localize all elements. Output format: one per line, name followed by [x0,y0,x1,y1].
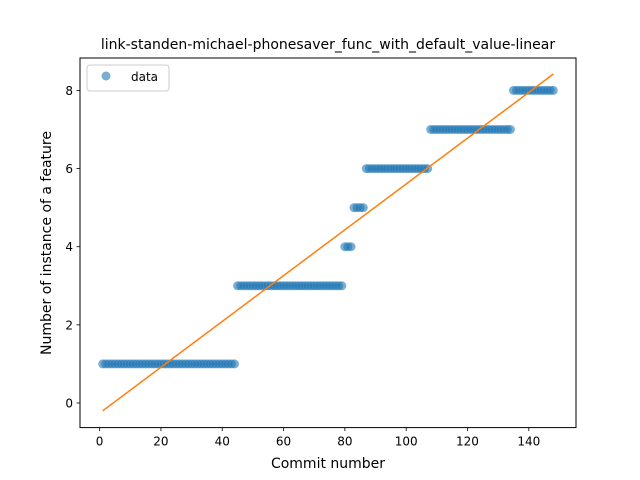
fit-line [102,73,554,412]
data-point [505,124,515,134]
legend-label-data: data [131,70,158,84]
data-point [230,359,240,369]
chart-title: link-standen-michael-phonesaver_func_wit… [101,37,556,53]
x-tick-label: 120 [456,435,479,449]
legend: data [86,64,170,92]
y-tick-label: 8 [65,84,73,98]
x-tick-label: 60 [276,435,291,449]
data-point [337,281,347,291]
y-tick-label: 4 [65,240,73,254]
data-point [346,242,356,252]
y-tick-label: 6 [65,162,73,176]
x-tick-label: 40 [215,435,230,449]
x-tick-label: 100 [395,435,418,449]
plot-frame [79,57,577,429]
data-point [358,203,368,213]
x-axis-label: Commit number [271,456,385,472]
x-tick-label: 140 [517,435,540,449]
y-tick-label: 0 [65,396,73,410]
x-tick-label: 80 [337,435,352,449]
legend-box [86,64,170,92]
x-tick-label: 0 [96,435,104,449]
legend-marker-data [101,71,111,81]
data-point [548,85,558,95]
x-tick-label: 20 [153,435,168,449]
y-axis-label: Number of instance of a feature [39,131,55,355]
y-tick-label: 2 [65,318,73,332]
